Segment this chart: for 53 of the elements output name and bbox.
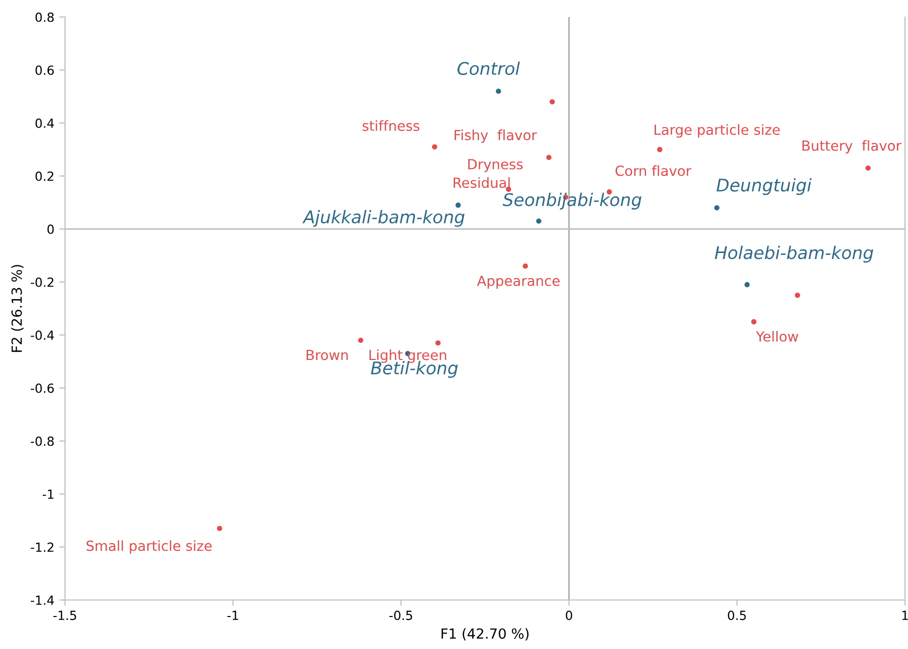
annotation: Residual <box>454 177 510 188</box>
point <box>546 154 552 160</box>
x-tick-label: 0 <box>566 610 572 620</box>
point <box>794 292 800 298</box>
y-tick-label: -1 <box>42 490 54 499</box>
point <box>714 205 720 210</box>
point <box>216 526 222 532</box>
x-axis-title: F1 (42.70 %) <box>442 628 529 640</box>
annotation: Large particle size <box>654 124 780 138</box>
annotation: Appearance <box>477 276 560 289</box>
annotation: Fishy flavor <box>454 130 537 143</box>
annotation: Control <box>458 62 520 76</box>
x-tick-label: 0.5 <box>728 610 746 620</box>
annotation: Seonbijabi-kong <box>502 192 642 210</box>
y-tick-label: 0.8 <box>36 12 54 22</box>
y-tick-label: 0.6 <box>36 65 54 75</box>
y-tick-label: 0.4 <box>36 118 54 128</box>
point <box>657 146 662 152</box>
point <box>435 340 441 346</box>
point <box>865 165 871 171</box>
annotation: Ajukkali-bam-kong <box>302 210 464 227</box>
annotation: Brown <box>306 350 348 360</box>
point <box>358 338 364 343</box>
y-tick-label: -0.2 <box>30 277 54 287</box>
annotation: Yellow <box>756 330 798 342</box>
y-tick-label: 0 <box>47 224 54 234</box>
y-tick-label: -0.6 <box>30 383 54 393</box>
point <box>522 264 528 269</box>
y-tick-label: -0.4 <box>30 330 54 340</box>
point <box>550 99 555 104</box>
y-axis-title: F2 (26.13 %) <box>11 264 24 352</box>
y-tick-label: -1.2 <box>30 542 54 552</box>
point <box>432 144 438 150</box>
x-tick-label: -0.5 <box>389 610 412 620</box>
annotation: Buttery flavor <box>802 140 902 154</box>
y-tick-label: -0.8 <box>30 436 54 446</box>
x-tick-label: -1 <box>227 610 238 620</box>
annotation: Betil-kong <box>370 361 458 378</box>
annotation: Holaebi-bam-kong <box>714 246 874 263</box>
y-tick-label: -1.4 <box>30 596 54 605</box>
point <box>751 319 756 324</box>
point <box>456 202 461 208</box>
point <box>536 218 542 224</box>
y-tick-label: 0.2 <box>36 171 54 181</box>
x-tick-label: 1 <box>902 610 908 620</box>
annotation: Deungtuigi <box>716 178 812 195</box>
point <box>744 282 750 288</box>
annotation: Small particle size <box>86 540 212 554</box>
annotation: Corn flavor <box>615 165 692 176</box>
x-tick-label: -1.5 <box>53 610 76 620</box>
point <box>496 88 502 94</box>
annotation: stiffness <box>362 120 420 132</box>
annotation: Dryness <box>468 159 523 172</box>
